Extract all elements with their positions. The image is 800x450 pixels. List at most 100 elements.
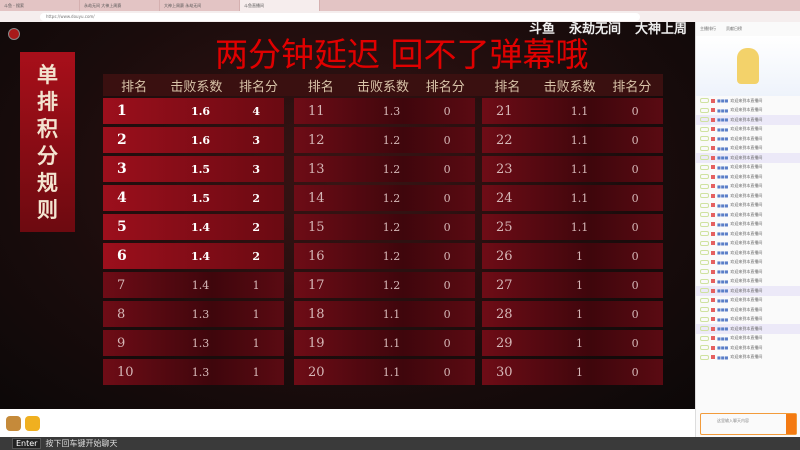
points-cell: 0 <box>443 307 451 321</box>
chat-messages[interactable]: ■■■ 欢迎来到本直播间 ■■■ 欢迎来到本直播间 ■■■ 欢迎来到本直播间 ■■■ 欢迎来到… <box>696 96 800 362</box>
coefficient-cell: 1.3 <box>191 336 210 350</box>
tab-daily-rank[interactable]: 贡献日榜 <box>726 26 742 31</box>
level-badge <box>700 231 709 237</box>
video-player[interactable]: 单 排 积 分 规 则 两分钟延迟 回不了弹幕哦 斗鱼 永劫无间 大神上周 排名… <box>0 22 695 409</box>
username[interactable]: ■■■ <box>717 221 729 227</box>
coefficient-cell: 1.2 <box>382 133 401 147</box>
username[interactable]: ■■■ <box>717 126 729 132</box>
chat-message: ■■■ 欢迎来到本直播间 <box>696 210 800 220</box>
url-field[interactable]: https://www.douyu.com/ <box>40 12 640 21</box>
table-row: 5 1.4 2 <box>103 214 284 240</box>
username[interactable]: ■■■ <box>717 240 729 246</box>
table-row: 12 1.2 0 <box>294 127 475 153</box>
table-row: 13 1.2 0 <box>294 156 475 182</box>
coefficient-cell: 1 <box>576 249 583 263</box>
gift-icon <box>671 415 686 431</box>
header-cell: 排名分 <box>612 79 652 95</box>
chat-message: ■■■ 欢迎来到本直播间 <box>696 201 800 211</box>
chat-message: ■■■ 欢迎来到本直播间 <box>696 172 800 182</box>
level-badge <box>700 202 709 208</box>
points-cell: 0 <box>631 249 639 263</box>
level-badge <box>700 183 709 189</box>
gift-icon[interactable] <box>6 415 21 431</box>
header-cell: 排名 <box>307 79 334 95</box>
points-cell: 4 <box>252 104 260 118</box>
browser-tab[interactable]: 大神上周赛 永劫无间 <box>160 0 240 11</box>
rank-cell: 3 <box>117 161 127 177</box>
points-cell: 1 <box>252 307 260 321</box>
level-badge <box>700 240 709 246</box>
header-cell: 排名分 <box>239 79 279 95</box>
rank-cell: 15 <box>308 219 325 235</box>
rank-cell: 11 <box>308 103 325 119</box>
username[interactable]: ■■■ <box>717 231 729 237</box>
username[interactable]: ■■■ <box>717 202 729 208</box>
send-button[interactable] <box>786 414 796 434</box>
username[interactable]: ■■■ <box>717 183 729 189</box>
username[interactable]: ■■■ <box>717 250 729 256</box>
coefficient-cell: 1.2 <box>382 278 401 292</box>
username[interactable]: ■■■ <box>717 345 729 351</box>
coefficient-cell: 1.3 <box>191 365 210 379</box>
level-badge <box>700 297 709 303</box>
level-badge <box>700 107 709 113</box>
table-row: 28 1 0 <box>482 301 663 327</box>
table-row: 27 1 0 <box>482 272 663 298</box>
gift-icon <box>538 415 553 431</box>
username[interactable]: ■■■ <box>717 155 729 161</box>
username[interactable]: ■■■ <box>717 117 729 123</box>
level-badge <box>700 345 709 351</box>
username[interactable]: ■■■ <box>717 354 729 360</box>
username[interactable]: ■■■ <box>717 326 729 332</box>
message-text: 欢迎来到本直播间 <box>730 116 763 122</box>
fan-badge-icon <box>711 260 715 265</box>
username[interactable]: ■■■ <box>717 278 729 284</box>
gift-icon <box>481 415 496 431</box>
username[interactable]: ■■■ <box>717 259 729 265</box>
rank-cell: 9 <box>117 335 126 351</box>
tab-streamer-rank[interactable]: 主播排行 <box>700 26 716 31</box>
message-text: 欢迎来到本直播间 <box>730 306 763 312</box>
coefficient-cell: 1.6 <box>190 104 211 118</box>
gift-icon <box>82 415 97 431</box>
table-column: 1 1.6 4 2 1.6 3 3 1.5 3 4 1.5 2 5 1.4 2 6 1.4 2 7 1.4 1 8 1.3 1… <box>103 98 284 388</box>
message-text: 欢迎来到本直播间 <box>730 107 763 113</box>
gift-icon <box>310 415 325 431</box>
username[interactable]: ■■■ <box>717 288 729 294</box>
username[interactable]: ■■■ <box>717 316 729 322</box>
username[interactable]: ■■■ <box>717 212 729 218</box>
table-row: 11 1.3 0 <box>294 98 475 124</box>
browser-tab[interactable]: 永劫无间 大神上周赛 <box>80 0 160 11</box>
rank-cell: 23 <box>496 161 513 177</box>
username[interactable]: ■■■ <box>717 307 729 313</box>
username[interactable]: ■■■ <box>717 193 729 199</box>
coefficient-cell: 1.4 <box>190 249 211 263</box>
points-cell: 0 <box>631 191 639 205</box>
coefficient-cell: 1 <box>576 365 583 379</box>
points-cell: 0 <box>631 307 639 321</box>
chat-message: ■■■ 欢迎来到本直播间 <box>696 220 800 230</box>
fan-badge-icon <box>711 136 715 141</box>
coefficient-cell: 1 <box>576 336 583 350</box>
username[interactable]: ■■■ <box>717 335 729 341</box>
username[interactable]: ■■■ <box>717 145 729 151</box>
username[interactable]: ■■■ <box>717 269 729 275</box>
username[interactable]: ■■■ <box>717 98 729 104</box>
browser-tab-active[interactable]: 斗鱼直播间 <box>240 0 320 11</box>
username[interactable]: ■■■ <box>717 174 729 180</box>
points-cell: 0 <box>631 278 639 292</box>
gift-icon <box>177 415 192 431</box>
browser-tab[interactable]: 斗鱼 - 搜索 <box>0 0 80 11</box>
message-text: 欢迎来到本直播间 <box>730 192 763 198</box>
username[interactable]: ■■■ <box>717 164 729 170</box>
browser-tab-bar: 斗鱼 - 搜索 永劫无间 大神上周赛 大神上周赛 永劫无间 斗鱼直播间 <box>0 0 800 11</box>
enter-key-label: Enter <box>12 438 42 449</box>
chat-input[interactable]: 这里输入聊天内容 <box>700 413 797 435</box>
gift-icon[interactable] <box>25 415 40 431</box>
chat-message: ■■■ 欢迎来到本直播间 <box>696 115 800 125</box>
username[interactable]: ■■■ <box>717 136 729 142</box>
banner-char: 单 <box>37 62 58 87</box>
chat-message: ■■■ 欢迎来到本直播间 <box>696 286 800 296</box>
username[interactable]: ■■■ <box>717 107 729 113</box>
username[interactable]: ■■■ <box>717 297 729 303</box>
